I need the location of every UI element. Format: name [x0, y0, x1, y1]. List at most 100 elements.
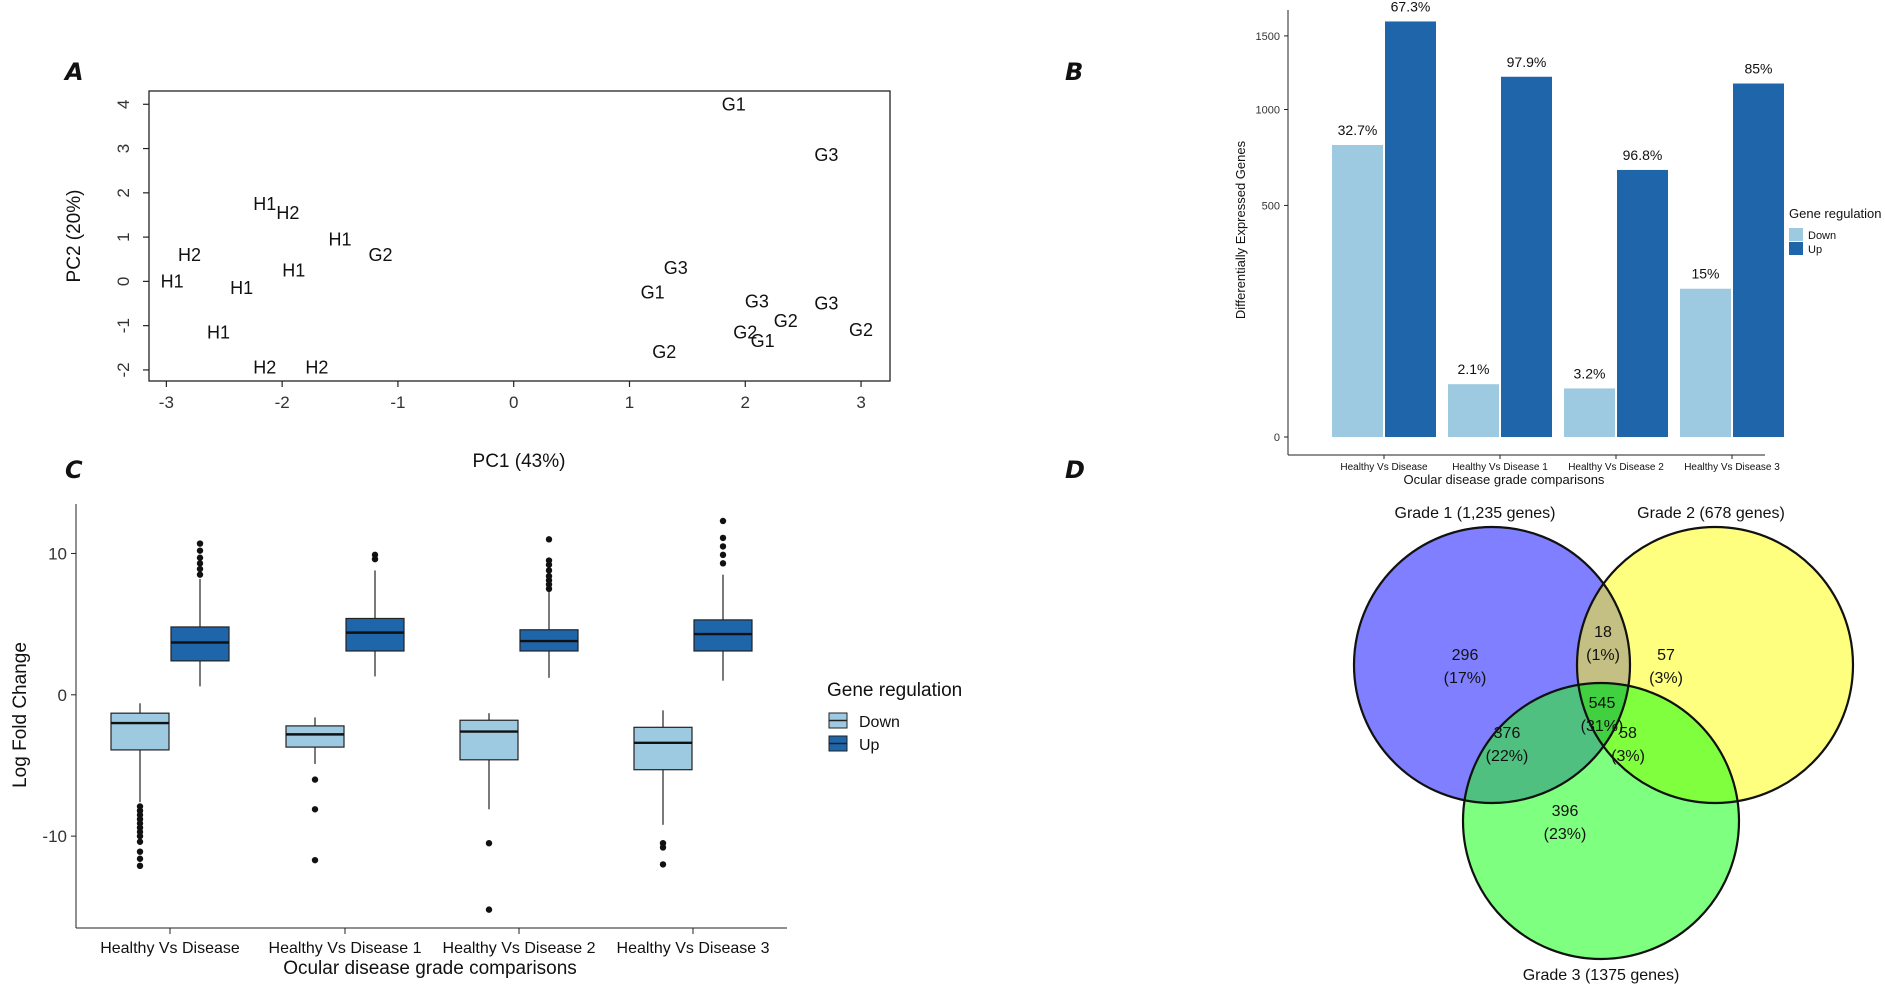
bar-y-tick-label: 1500: [1256, 31, 1280, 43]
bar-value-label: 97.9%: [1507, 54, 1547, 70]
bar-value-label: 2.1%: [1458, 361, 1490, 377]
pca-x-tick-label: -2: [275, 393, 290, 412]
venn-count-g3-only: 396: [1552, 803, 1579, 820]
bar-legend-title: Gene regulation: [1789, 206, 1882, 221]
venn-overlap-g2-g3: [1577, 683, 1739, 803]
bar-value-label: 85%: [1744, 61, 1772, 77]
bar-up: [1617, 169, 1668, 437]
bar-up: [1733, 83, 1784, 438]
bar-x-tick-label: Healthy Vs Disease 2: [1568, 462, 1664, 473]
pca-x-tick-label: -3: [159, 393, 174, 412]
venn-count-all: 545: [1589, 695, 1616, 712]
box-outlier: [719, 517, 727, 525]
venn-count-g2-only: 57: [1657, 647, 1675, 664]
box-iqr: [110, 712, 170, 751]
venn-pct-g1-only: (17%): [1444, 670, 1487, 687]
deg-bar-chart: 0 500 1000 1500 32.7% 67.3% 2.1% 97.9% 3.2% 96.8…: [1233, 0, 1882, 487]
box-outlier: [136, 838, 144, 845]
venn-pct-g2-only: (3%): [1649, 670, 1683, 687]
pca-y-axis-label: PC2 (20%): [64, 190, 85, 283]
box-outlier: [485, 906, 493, 913]
box-x-axis-label: Ocular disease grade comparisons: [283, 958, 577, 979]
box-x-tick-label: Healthy Vs Disease 3: [617, 940, 770, 957]
venn-count-g2-g3: 58: [1619, 725, 1637, 742]
box-iqr: [693, 619, 753, 652]
box-up: [345, 551, 405, 677]
box-outlier: [371, 551, 379, 559]
box-iqr: [170, 626, 230, 662]
box-x-tick-label: Healthy Vs Disease 2: [443, 940, 596, 957]
pca-point-label: G1: [751, 331, 775, 351]
box-outlier: [719, 534, 727, 542]
box-outlier: [136, 848, 144, 855]
pca-x-tick-label: 2: [741, 393, 750, 412]
pca-point-label: G2: [733, 322, 757, 342]
bar-value-label: 96.8%: [1623, 147, 1663, 163]
venn-count-g1-g3: 376: [1494, 725, 1521, 742]
bar-x-tick-label: Healthy Vs Disease: [1340, 462, 1428, 473]
bar-legend-swatch-up: [1789, 242, 1803, 255]
venn-pct-g1-g3: (22%): [1486, 748, 1529, 765]
venn-set-label-grade1: Grade 1 (1,235 genes): [1395, 505, 1556, 522]
pca-x-tick-label: 3: [856, 393, 865, 412]
box-up: [170, 540, 230, 687]
box-iqr: [345, 617, 405, 652]
bar-down: [1680, 288, 1731, 437]
bar-legend-label-down: Down: [1808, 230, 1836, 242]
pca-point-label: G1: [641, 282, 665, 302]
box-outlier: [659, 861, 667, 868]
box-x-tick-label: Healthy Vs Disease 1: [269, 940, 422, 957]
bar-value-label: 15%: [1691, 266, 1719, 282]
bar-y-axis-label: Differentially Expressed Genes: [1233, 140, 1248, 319]
pca-x-tick-label: 1: [625, 393, 634, 412]
bar-down: [1332, 144, 1383, 437]
box-down: [285, 717, 345, 864]
pca-point-label: H2: [253, 358, 276, 378]
box-outlier: [136, 855, 144, 862]
box-outlier: [196, 540, 204, 547]
box-outlier: [196, 560, 204, 567]
pca-point-label: G3: [814, 294, 838, 314]
pca-point-label: H2: [305, 358, 328, 378]
venn-pct-g3-only: (23%): [1544, 826, 1587, 843]
log-fold-change-boxplot: -10 0 10 Healthy Vs Disease Healthy Vs Dise…: [10, 504, 962, 979]
pca-y-tick-label: -1: [114, 318, 133, 333]
bar-y-tick-label: 500: [1262, 200, 1280, 212]
box-outlier: [196, 554, 204, 561]
pca-point-label: H1: [230, 278, 253, 298]
box-down: [459, 713, 519, 913]
box-outlier: [485, 840, 493, 847]
pca-point-label: H1: [282, 260, 305, 280]
bar-value-label: 32.7%: [1338, 122, 1378, 138]
pca-point-label: H2: [276, 203, 299, 223]
venn-count-g1-only: 296: [1452, 647, 1479, 664]
box-up: [693, 517, 753, 681]
pca-point-label: H2: [178, 245, 201, 265]
pca-x-axis-label: PC1 (43%): [473, 451, 566, 472]
box-outlier: [136, 862, 144, 870]
box-outlier: [545, 572, 553, 580]
box-outlier: [719, 551, 727, 559]
pca-point-label: H1: [161, 271, 184, 291]
bar-up: [1501, 76, 1552, 438]
pca-point-label: G3: [745, 291, 769, 311]
bar-y-tick-label: 0: [1274, 432, 1280, 444]
bar-down: [1448, 384, 1499, 437]
box-outlier: [311, 776, 319, 783]
box-outlier: [311, 806, 319, 813]
venn-outline-grade3: [1461, 681, 1741, 961]
box-y-tick-label: 0: [58, 686, 67, 705]
box-legend-label-up: Up: [859, 737, 880, 754]
box-y-tick-label: -10: [42, 827, 67, 846]
box-outlier: [311, 856, 319, 864]
pca-point-label: G2: [652, 342, 676, 362]
pca-y-tick-label: 0: [114, 277, 133, 286]
box-outlier: [719, 543, 727, 550]
pca-y-tick-label: -2: [114, 362, 133, 377]
bar-y-tick-label: 1000: [1256, 105, 1280, 117]
venn-overlap-g1-g3: [1463, 683, 1630, 803]
pca-point-label: G2: [369, 245, 393, 265]
box-iqr: [285, 725, 345, 748]
box-down: [110, 703, 170, 870]
